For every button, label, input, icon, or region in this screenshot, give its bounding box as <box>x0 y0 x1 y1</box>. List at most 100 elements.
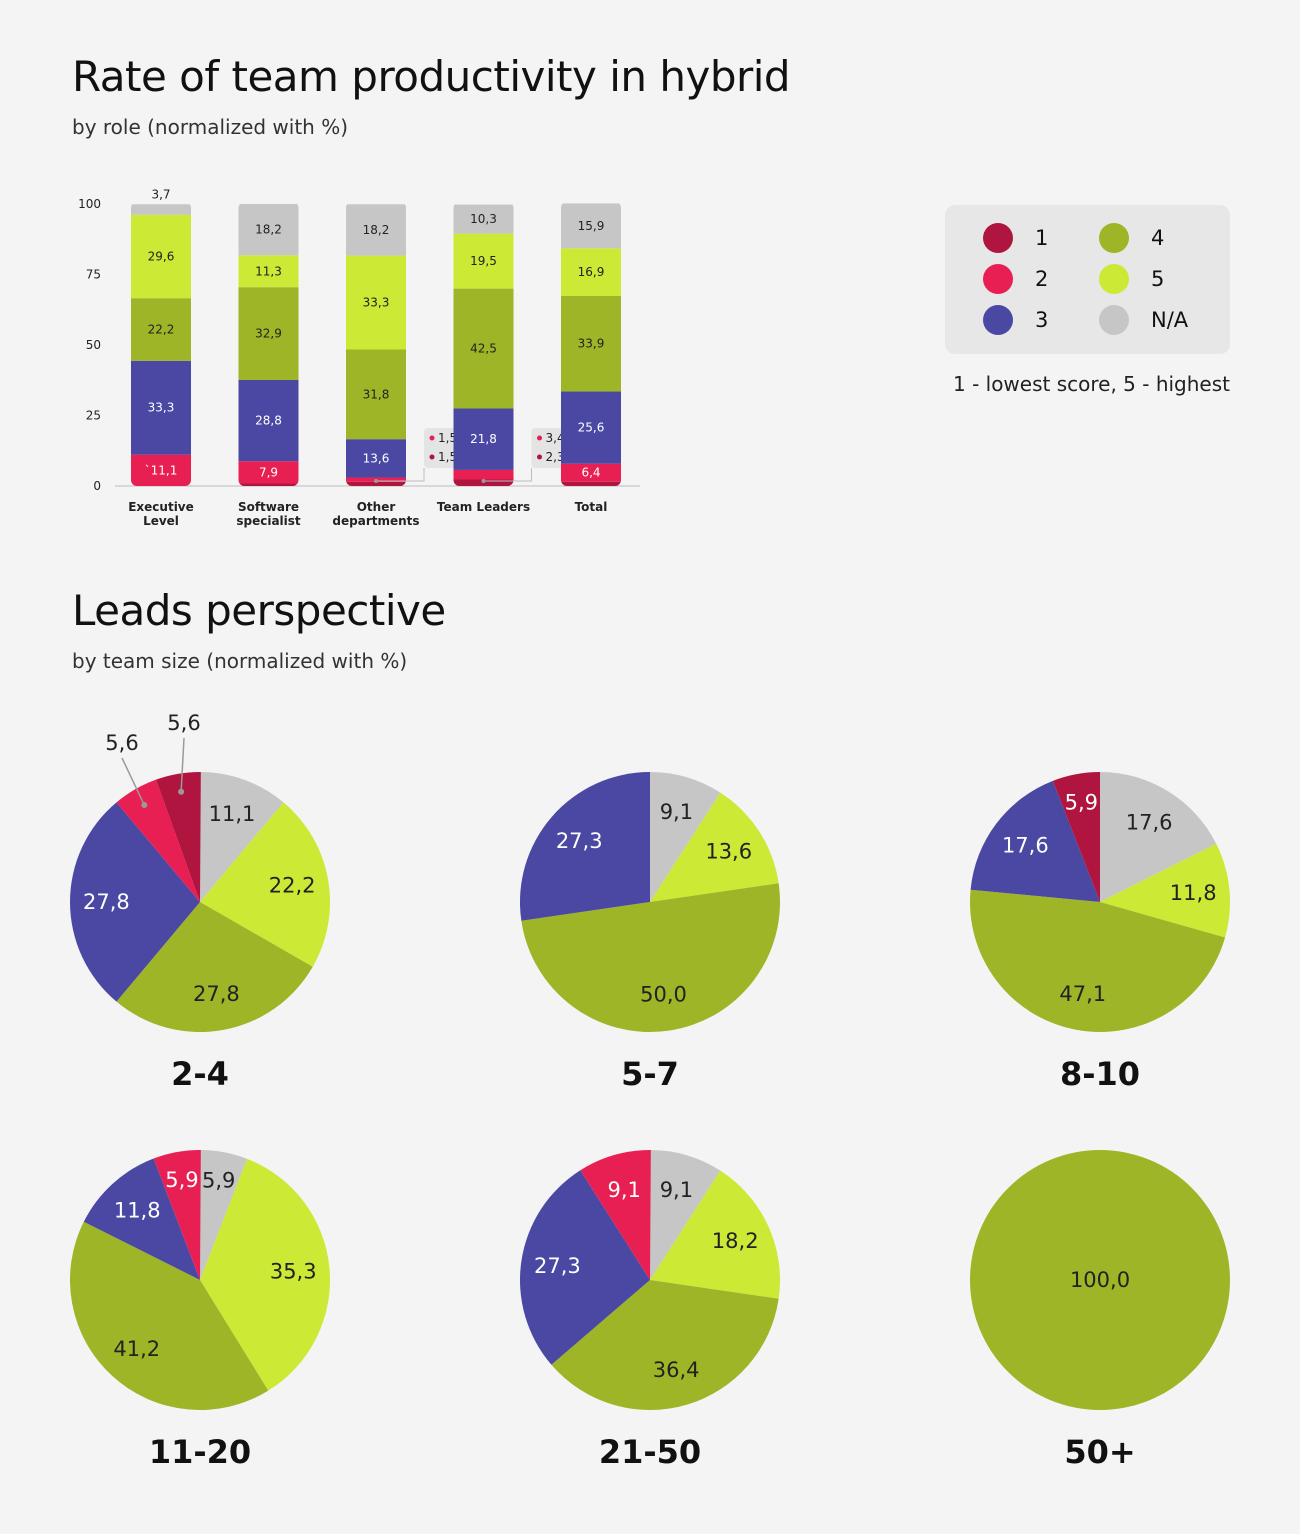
bar-segment <box>453 408 514 470</box>
pie-data-label: 13,6 <box>705 839 752 863</box>
bar-segment <box>346 204 406 256</box>
bar-segment <box>346 349 406 440</box>
legend-label: N/A <box>1151 308 1189 332</box>
data-label: 18,2 <box>255 223 282 237</box>
pie-slice <box>69 802 200 1002</box>
pie-slice <box>520 1170 650 1365</box>
legend-swatch <box>983 223 1013 253</box>
pie-slice <box>551 1280 779 1410</box>
pie-data-label: 50,0 <box>640 983 687 1007</box>
bar-segment <box>238 379 299 462</box>
pie-slice <box>970 1150 1230 1410</box>
pie-data-label: 5,6 <box>167 711 200 735</box>
pie-data-label: 35,3 <box>270 1259 317 1283</box>
bar-segment <box>131 298 191 361</box>
legend-item: 2 <box>983 264 1048 294</box>
callout-leader <box>376 468 425 482</box>
bar-segment <box>453 288 514 409</box>
x-tick-label: Executive <box>128 500 194 514</box>
bar-segment <box>346 481 406 486</box>
x-tick-label: specialist <box>236 514 301 528</box>
data-label: 10,3 <box>470 212 497 226</box>
data-label: 15,9 <box>578 219 605 233</box>
legend-item: 3 <box>983 305 1048 335</box>
callout-leader <box>483 468 532 482</box>
pie-slice <box>970 780 1100 902</box>
bar-segment <box>238 461 299 484</box>
pie-leader-line <box>180 737 185 792</box>
data-label: 33,3 <box>148 401 175 415</box>
y-tick-label: 0 <box>93 479 101 493</box>
bar-segment <box>561 391 621 464</box>
callout-label: 3,4 <box>546 431 565 445</box>
data-label: 18,2 <box>363 223 390 237</box>
pie-data-label: 47,1 <box>1059 982 1106 1006</box>
pie-slice <box>650 792 779 902</box>
bar-segment <box>453 233 514 289</box>
data-label: 32,9 <box>255 327 282 341</box>
callout-dot <box>429 435 435 441</box>
legend-item: 1 <box>983 223 1048 253</box>
callout-label: 1,5 <box>438 450 457 464</box>
pie-data-label: 17,6 <box>1126 810 1173 834</box>
callout-dot <box>429 454 435 460</box>
bar-segment <box>131 214 191 299</box>
y-tick-label: 25 <box>86 409 101 423</box>
data-label: 22,2 <box>148 322 175 336</box>
page-subtitle: by role (normalized with %) <box>72 115 349 139</box>
pie-slice <box>200 772 284 902</box>
pie-title: 11-20 <box>149 1433 251 1471</box>
pie-chart: 100,0 50+ <box>970 1150 1230 1471</box>
pie-chart: 11,1 22,2 27,8 27,8 5,6 5,6 2-4 <box>69 711 330 1093</box>
pie-data-label: 5,9 <box>202 1168 235 1192</box>
legend-item: 5 <box>1099 264 1164 294</box>
stacked-bar-chart: 0 25 50 75 100 `11,1 33,3 22,2 29,6 3,7 ExecutiveL… <box>78 187 640 528</box>
legend: 1 2 3 4 5 N/A <box>945 205 1230 354</box>
data-label: 19,5 <box>470 254 497 268</box>
pie-data-label: 100,0 <box>1070 1268 1130 1292</box>
pie-data-label: 11,8 <box>114 1199 161 1223</box>
bar-segment <box>346 255 406 350</box>
pie-slice <box>116 902 313 1032</box>
bar-stack <box>238 204 299 486</box>
pie-data-label: 22,2 <box>269 874 316 898</box>
pie-leader-line <box>121 757 145 806</box>
pie-data-label: 27,8 <box>83 890 130 914</box>
bar-segment <box>561 463 621 482</box>
data-label: `11,1 <box>145 463 178 477</box>
data-label: 7,9 <box>259 465 278 479</box>
pie-slice <box>1100 843 1230 938</box>
bar-segment <box>238 287 299 380</box>
pie-data-label: 9,1 <box>607 1178 640 1202</box>
bar-stack <box>453 204 514 486</box>
y-tick-label: 100 <box>78 197 101 211</box>
pie-slice <box>1100 772 1217 902</box>
legend-label: 3 <box>1035 308 1049 332</box>
pie-data-label: 11,8 <box>1170 881 1217 905</box>
data-label: 25,6 <box>578 421 605 435</box>
bar-segment <box>453 469 514 480</box>
pie-slice <box>155 772 201 902</box>
x-tick-label: Level <box>143 514 179 528</box>
pie-slice <box>200 1158 330 1391</box>
pie-leader-dot <box>178 788 185 795</box>
x-tick-label: departments <box>332 514 419 528</box>
bar-segment <box>238 204 299 256</box>
pie-slice <box>116 779 200 902</box>
section-title: Leads perspective <box>72 586 446 635</box>
legend-swatch <box>983 264 1013 294</box>
pie-slice <box>650 772 721 902</box>
bar-segment <box>561 295 621 392</box>
pie-slice <box>153 1150 201 1280</box>
pie-leader-dot <box>141 802 148 809</box>
pie-data-label: 18,2 <box>712 1229 759 1253</box>
pie-slice <box>650 1170 780 1299</box>
pie-data-label: 36,4 <box>653 1358 700 1382</box>
callout-dot <box>537 454 542 460</box>
pie-chart: 9,1 13,6 50,0 27,3 5-7 <box>520 772 780 1093</box>
pie-data-label: 27,3 <box>534 1254 581 1278</box>
data-label: 29,6 <box>148 249 175 263</box>
pie-charts: 11,1 22,2 27,8 27,8 5,6 5,6 2-4 9,1 13,6 50,0 27,3… <box>69 711 1230 1471</box>
callout-label: 2,3 <box>546 450 565 464</box>
legend-item: N/A <box>1099 305 1188 335</box>
